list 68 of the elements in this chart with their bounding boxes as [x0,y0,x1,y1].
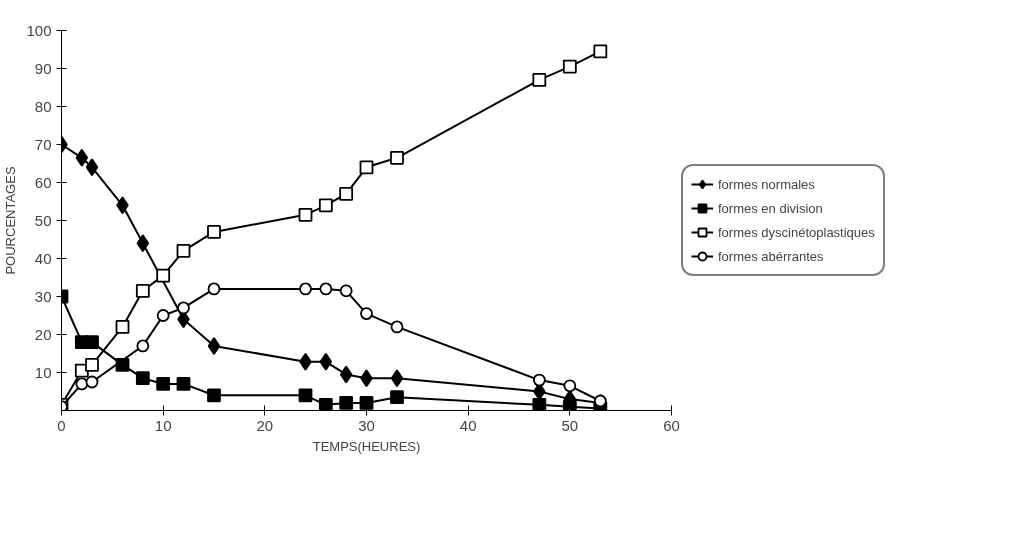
point [562,59,577,74]
legend-label: formes dyscinétoplastiques [718,224,875,240]
point [207,337,221,355]
point [319,352,333,371]
point [135,371,150,386]
x-tick-label: 50 [561,416,579,434]
point [532,373,546,387]
y-tick-label: 50 [34,211,52,229]
x-tick-label: 60 [663,416,680,434]
point [298,388,313,403]
point [207,225,221,239]
x-axis-title: TEMPS(HEURES) [312,438,421,454]
point [85,375,99,389]
point [359,396,374,410]
point [85,158,99,177]
point [562,399,577,411]
y-tick-label: 100 [26,21,52,39]
point [85,335,99,349]
point [339,187,354,201]
point [176,244,191,258]
point [156,268,171,283]
point [136,234,150,253]
y-tick-label: 30 [34,287,52,305]
y-tick-label: 40 [34,249,52,267]
point [339,396,354,410]
legend-label: formes en division [718,200,823,216]
point [136,339,150,353]
point [299,282,312,296]
point [359,160,374,175]
point [390,150,404,165]
point [390,320,404,334]
point [176,377,191,391]
y-tick-label: 90 [34,59,52,77]
y-tick-label: 20 [34,325,52,343]
y-axis-title: POURCENTAGES [3,166,19,275]
x-tick-label: 10 [154,416,172,434]
point [177,301,190,315]
legend-label: formes normales [718,176,815,192]
point [390,390,404,405]
point [75,148,89,167]
point [319,282,333,296]
legend-label: formes abérrantes [718,248,824,264]
x-tick-label: 20 [256,416,274,434]
point [207,282,221,296]
point [593,44,608,59]
point [207,388,221,403]
point [339,284,353,298]
point [532,397,547,411]
x-tick-label: 40 [459,416,477,434]
point [115,320,130,334]
point [563,379,577,393]
point [298,207,313,222]
point [532,73,547,87]
point [318,397,333,411]
y-tick-label: 80 [34,97,52,115]
point [390,369,404,388]
point [339,365,353,384]
point [135,283,150,298]
point [318,198,333,213]
y-tick-label: 60 [34,173,52,191]
point [156,309,170,322]
point [360,307,373,320]
y-tick-label: 70 [34,135,52,153]
x-tick-label: 0 [57,416,66,434]
point [156,377,171,391]
point [85,358,99,372]
x-tick-label: 30 [358,416,375,434]
y-tick-label: 10 [34,363,52,381]
